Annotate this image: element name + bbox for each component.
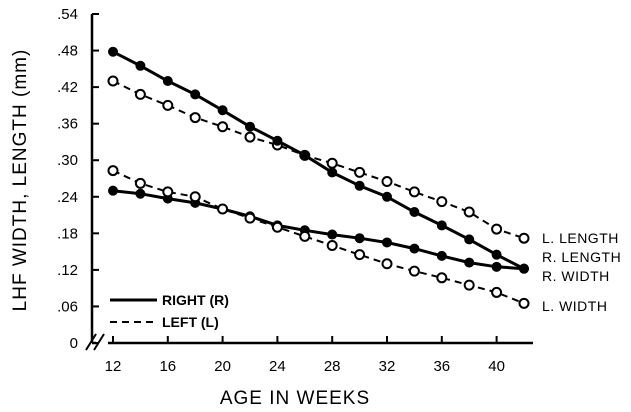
data-point-l-length xyxy=(463,206,475,218)
y-tick-label: .54 xyxy=(57,6,78,23)
data-point-r-length xyxy=(135,60,146,71)
legend-label-left: LEFT (L) xyxy=(162,314,219,330)
data-point-r-length xyxy=(464,234,475,245)
data-point-r-length xyxy=(108,46,118,57)
y-tick-label: .12 xyxy=(57,262,78,279)
data-point-l-width xyxy=(354,249,366,261)
data-point-l-length xyxy=(408,186,420,198)
x-tick-label: 36 xyxy=(433,358,450,375)
series-line-r-length xyxy=(112,50,525,271)
data-point-r-width xyxy=(491,261,502,272)
series-label-l-width: L. WIDTH xyxy=(542,298,607,314)
series-line-l-width xyxy=(112,169,525,305)
data-point-l-width xyxy=(271,221,283,233)
data-point-r-length xyxy=(327,167,338,178)
data-point-l-width xyxy=(217,203,229,215)
y-tick-label: .30 xyxy=(57,152,78,169)
y-tick-label: .24 xyxy=(57,189,78,206)
data-point-l-width xyxy=(134,177,146,189)
x-tick-label: 12 xyxy=(105,358,122,375)
data-point-r-width xyxy=(409,243,420,254)
x-tick-label: 20 xyxy=(214,358,231,375)
y-tick-label: .06 xyxy=(57,298,78,315)
y-tick-label: .48 xyxy=(57,43,78,60)
data-point-r-length xyxy=(491,249,502,260)
y-tick-label: .36 xyxy=(57,116,78,133)
x-tick-group: 12 16 20 24 28 32 36 40 xyxy=(105,336,505,375)
data-point-l-width xyxy=(436,272,448,284)
data-point-l-length xyxy=(326,157,338,169)
data-point-r-width xyxy=(519,263,529,274)
legend: RIGHT (R) LEFT (L) xyxy=(110,292,229,330)
data-point-l-length xyxy=(354,166,366,178)
x-tick-label: 40 xyxy=(488,358,505,375)
data-point-r-width xyxy=(108,185,118,196)
data-point-r-length xyxy=(245,121,255,132)
data-point-l-length xyxy=(436,196,448,208)
data-point-l-length xyxy=(244,131,256,143)
data-point-l-length xyxy=(107,75,119,87)
data-point-l-width xyxy=(189,191,201,203)
x-axis-title: AGE IN WEEKS xyxy=(220,388,370,409)
data-point-l-length xyxy=(134,88,146,100)
legend-label-right: RIGHT (R) xyxy=(162,292,229,308)
data-point-l-width xyxy=(299,230,311,242)
data-point-l-length xyxy=(217,121,229,133)
data-point-l-length xyxy=(518,232,530,244)
x-tick-label: 32 xyxy=(379,358,396,375)
data-point-r-width xyxy=(464,257,475,268)
data-point-r-length xyxy=(299,150,310,161)
data-point-l-width xyxy=(463,279,475,291)
series-label-r-length: R. LENGTH xyxy=(542,249,621,265)
series-label-r-width: R. WIDTH xyxy=(542,268,610,284)
data-point-l-length xyxy=(381,176,393,188)
data-point-r-length xyxy=(382,191,392,202)
data-point-r-width xyxy=(327,229,338,240)
data-point-l-width xyxy=(326,240,338,252)
y-axis-title: LHF WIDTH, LENGTH (mm) xyxy=(10,49,31,312)
series-layer xyxy=(107,46,530,309)
data-point-r-length xyxy=(217,105,228,116)
y-tick-label: 0 xyxy=(70,335,78,352)
data-point-l-width xyxy=(518,297,530,309)
data-point-r-width xyxy=(382,237,392,248)
data-point-r-length xyxy=(409,207,420,218)
data-point-l-width xyxy=(491,286,503,298)
data-point-r-length xyxy=(190,89,201,100)
series-line-r-width xyxy=(112,189,525,271)
data-point-l-length xyxy=(189,112,201,124)
y-tick-group: 0 .06 .12 .18 .24 .30 .36 .42 .48 .54 xyxy=(57,6,99,352)
data-point-r-length xyxy=(354,180,365,191)
data-point-l-width xyxy=(162,186,174,198)
data-point-r-width xyxy=(135,188,146,199)
y-tick-label: .42 xyxy=(57,79,78,96)
data-point-r-width xyxy=(354,233,365,244)
x-tick-label: 24 xyxy=(269,358,286,375)
data-point-l-width xyxy=(244,212,256,224)
axis-break-mark xyxy=(85,333,97,351)
data-point-r-length xyxy=(162,76,173,87)
data-point-l-width xyxy=(381,258,393,270)
data-point-l-length xyxy=(491,223,503,235)
y-tick-label: .18 xyxy=(57,225,78,242)
data-point-r-length xyxy=(272,135,283,146)
series-label-l-length: L. LENGTH xyxy=(542,230,619,246)
data-point-l-width xyxy=(107,165,119,177)
series-line-l-length xyxy=(112,80,525,240)
data-point-r-width xyxy=(436,250,447,261)
x-tick-label: 28 xyxy=(324,358,341,375)
x-tick-label: 16 xyxy=(159,358,176,375)
data-point-l-length xyxy=(162,99,174,111)
data-point-l-width xyxy=(408,265,420,277)
data-point-r-length xyxy=(436,220,447,231)
